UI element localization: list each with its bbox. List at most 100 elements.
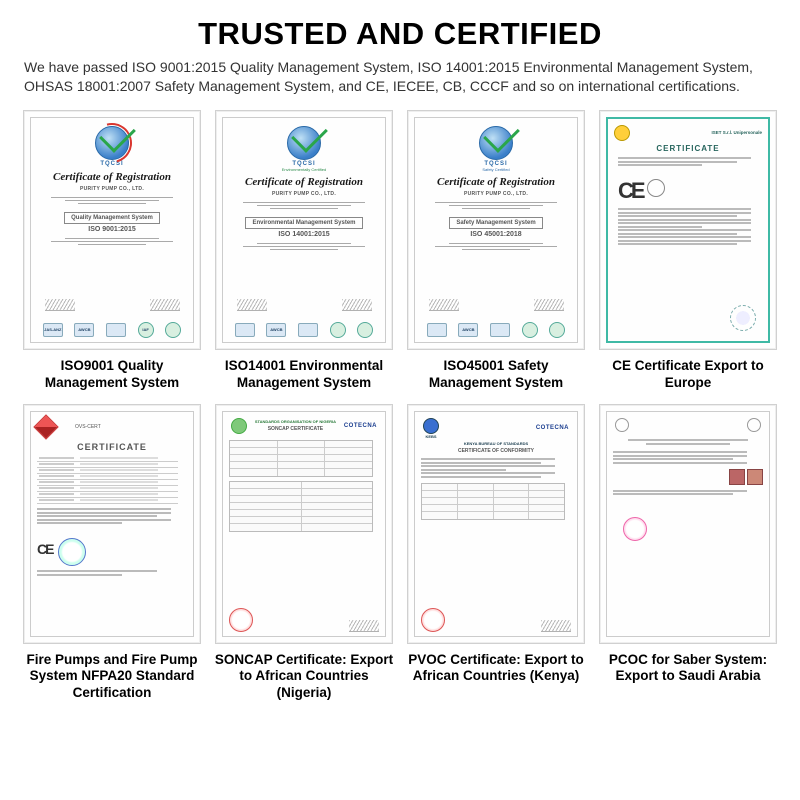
company-name: PURITY PUMP CO., LTD. — [80, 186, 144, 192]
accreditation-badges: AWCB — [229, 319, 379, 338]
badge-icon — [357, 322, 373, 338]
stamp-icon — [229, 608, 253, 632]
badge-icon — [490, 323, 510, 337]
kebs-label: KEBS — [425, 434, 436, 439]
iso-standard: ISO 9001:2015 — [88, 226, 135, 233]
brand-name: COTECNA — [536, 425, 569, 431]
data-table — [421, 483, 565, 520]
address-lines — [429, 200, 564, 211]
stamp-icon — [421, 608, 445, 632]
badge-icon: AWCB — [266, 323, 286, 337]
cert-caption: ISO9001 Quality Management System — [22, 358, 202, 392]
signature-row — [45, 299, 180, 311]
cert-card[interactable]: TQCSI Certificate of Registration PURITY… — [23, 110, 201, 350]
cert-caption: ISO45001 Safety Management System — [406, 358, 586, 392]
org-name: KENYA BUREAU OF STANDARDS — [421, 441, 571, 446]
badge-icon: AWCB — [74, 323, 94, 337]
cert-card[interactable]: TQCSI Safety Certified Certificate of Re… — [407, 110, 585, 350]
cert-caption: SONCAP Certificate: Export to African Co… — [214, 652, 394, 703]
body-lines — [237, 241, 372, 252]
cert-card[interactable]: ISET S.r.l. Unipersonale CERTIFICATE CE — [599, 110, 777, 350]
accreditation-badges: AWCB — [421, 319, 571, 338]
registration-title: Certificate of Registration — [53, 171, 171, 183]
accreditation-badges: JAS-ANZ AWCB IAF — [37, 319, 187, 338]
iso-standard: ISO 45001:2018 — [470, 231, 521, 238]
body-text — [37, 507, 178, 526]
cert-card[interactable] — [599, 404, 777, 644]
conf-title: CERTIFICATE OF CONFORMITY — [421, 448, 571, 454]
stamp-icon — [730, 305, 756, 331]
arabic-heading — [618, 437, 759, 447]
cert-cell-pvoc: KEBS COTECNA KENYA BUREAU OF STANDARDS C… — [406, 404, 586, 703]
seal-icon — [747, 418, 761, 432]
cert-caption: PCOC for Saber System: Export to Saudi A… — [598, 652, 778, 686]
address-lines — [237, 200, 372, 211]
badge-icon — [427, 323, 447, 337]
ce-mark-icon: CE — [618, 178, 643, 204]
seal-icon — [615, 418, 629, 432]
cert-cell-soncap: STANDARDS ORGANISATION OF NIGERIA SONCAP… — [214, 404, 394, 703]
cert-cell-nfpa20: OVS-CERT CERTIFICATE CE Fire — [22, 404, 202, 703]
system-label: Safety Management System — [449, 217, 542, 229]
stamp-icon — [58, 538, 86, 566]
brand-name: COTECNA — [344, 423, 377, 429]
body-text — [613, 488, 754, 497]
badge-icon — [549, 322, 565, 338]
company-name: PURITY PUMP CO., LTD. — [464, 191, 528, 197]
body-text — [613, 450, 754, 466]
signature-icon — [541, 620, 571, 632]
badge-icon — [165, 322, 181, 338]
badge-icon — [330, 322, 346, 338]
company-name: PURITY PUMP CO., LTD. — [272, 191, 336, 197]
son-logo-icon — [231, 418, 247, 434]
body-text — [618, 207, 757, 247]
issuer-name: OVS-CERT — [75, 424, 101, 430]
body-text — [421, 457, 562, 480]
page-container: TRUSTED AND CERTIFIED We have passed ISO… — [0, 0, 800, 712]
system-label: Environmental Management System — [245, 217, 362, 229]
address-lines — [45, 195, 180, 206]
cert-cell-iso14001: TQCSI Environmentally Certified Certific… — [214, 110, 394, 392]
data-table — [229, 481, 373, 532]
org-name: STANDARDS ORGANISATION OF NIGERIA — [255, 419, 336, 424]
globe-check-icon — [287, 126, 321, 160]
cert-caption: PVOC Certificate: Export to African Coun… — [406, 652, 586, 686]
page-subtitle: We have passed ISO 9001:2015 Quality Man… — [22, 58, 778, 96]
badge-icon: IAF — [138, 322, 154, 338]
signature-icon — [349, 620, 379, 632]
cert-card[interactable]: STANDARDS ORGANISATION OF NIGERIA SONCAP… — [215, 404, 393, 644]
cert-card[interactable]: KEBS COTECNA KENYA BUREAU OF STANDARDS C… — [407, 404, 585, 644]
field-table — [37, 456, 178, 504]
conf-title: SONCAP CERTIFICATE — [255, 426, 336, 432]
cert-card[interactable]: OVS-CERT CERTIFICATE CE — [23, 404, 201, 644]
data-table — [229, 440, 373, 477]
subhead: Environmentally Certified — [282, 167, 326, 172]
cert-cell-iso9001: TQCSI Certificate of Registration PURITY… — [22, 110, 202, 392]
globe-check-icon — [479, 126, 513, 160]
kebs-logo-icon — [423, 418, 439, 434]
body-text — [618, 156, 757, 168]
cert-card[interactable]: TQCSI Environmentally Certified Certific… — [215, 110, 393, 350]
system-label: Quality Management System — [64, 212, 160, 224]
page-title: TRUSTED AND CERTIFIED — [22, 16, 778, 52]
certificate-heading: CERTIFICATE — [614, 144, 762, 153]
badge-icon — [106, 323, 126, 337]
ce-mark-icon: CE — [37, 541, 52, 557]
signature-row — [429, 299, 564, 311]
certificate-heading: CERTIFICATE — [77, 442, 147, 452]
iso-standard: ISO 14001:2015 — [278, 231, 329, 238]
cert-caption: CE Certificate Export to Europe — [598, 358, 778, 392]
cert-cell-ce: ISET S.r.l. Unipersonale CERTIFICATE CE — [598, 110, 778, 392]
badge-icon — [298, 323, 318, 337]
badge-icon: JAS-ANZ — [43, 323, 63, 337]
cert-caption: ISO14001 Environmental Management System — [214, 358, 394, 392]
body-lines — [429, 241, 564, 252]
registration-title: Certificate of Registration — [245, 176, 363, 188]
star-seal-icon — [614, 125, 630, 141]
signature-row — [237, 299, 372, 311]
cert-cell-pcoc: PCOC for Saber System: Export to Saudi A… — [598, 404, 778, 703]
seal-icon — [647, 179, 665, 197]
issuer-name: ISET S.r.l. Unipersonale — [711, 130, 762, 135]
globe-check-icon — [95, 126, 129, 160]
product-thumbnails — [729, 469, 763, 485]
